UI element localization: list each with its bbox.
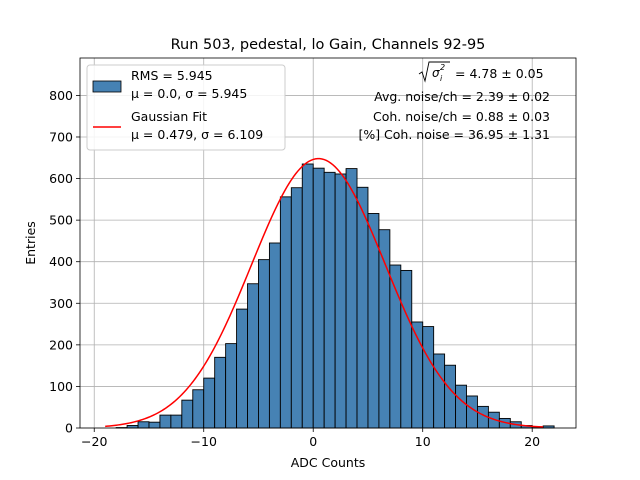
legend-box bbox=[86, 64, 286, 151]
histogram-bar bbox=[312, 167, 325, 429]
x-tick-label: 0 bbox=[309, 434, 317, 449]
svg-text:2: 2 bbox=[440, 63, 445, 72]
histogram-bar bbox=[433, 353, 446, 429]
y-tick-label: 400 bbox=[49, 254, 73, 269]
histogram-bar bbox=[301, 163, 314, 429]
histogram-bar bbox=[455, 384, 467, 429]
chart-title: Run 503, pedestal, lo Gain, Channels 92-… bbox=[171, 37, 486, 53]
x-tick-label: 20 bbox=[524, 434, 540, 449]
histogram-bar bbox=[214, 356, 227, 429]
coh-noise-percent-text: [%] Coh. noise = 36.95 ± 1.31 bbox=[358, 127, 550, 142]
y-tick-label: 600 bbox=[49, 171, 73, 186]
histogram-bar bbox=[422, 326, 435, 429]
histogram-bar bbox=[203, 377, 216, 429]
sqrt-sigma-symbol: σ 2 i bbox=[418, 61, 450, 83]
histogram-bar bbox=[356, 186, 369, 429]
histogram-bar bbox=[258, 259, 270, 429]
legend: RMS = 5.945 μ = 0.0, σ = 5.945 Gaussian … bbox=[86, 64, 286, 151]
x-axis-ticks: −20 −10 0 10 20 bbox=[81, 428, 540, 449]
histogram-bar bbox=[137, 421, 150, 429]
y-tick-label: 800 bbox=[49, 88, 73, 103]
svg-text:σ: σ bbox=[432, 66, 440, 80]
axes-frame bbox=[79, 57, 577, 429]
svg-text:i: i bbox=[440, 74, 443, 83]
histogram-bar bbox=[170, 414, 183, 429]
histogram-bar bbox=[345, 168, 358, 429]
legend-rms-label: RMS = 5.945 bbox=[131, 68, 213, 83]
avg-noise-text: Avg. noise/ch = 2.39 ± 0.02 bbox=[374, 89, 550, 104]
y-axis-ticks: 0 100 200 300 400 500 600 700 800 bbox=[49, 88, 80, 436]
gaussian-fit-curve bbox=[105, 157, 544, 428]
histogram-bar bbox=[192, 389, 205, 429]
y-tick-label: 500 bbox=[49, 213, 73, 228]
histogram-bar bbox=[148, 421, 161, 429]
y-tick-label: 100 bbox=[49, 379, 73, 394]
histogram-bar bbox=[279, 196, 292, 429]
x-tick-label: −20 bbox=[81, 434, 107, 449]
x-tick-label: −10 bbox=[191, 434, 217, 449]
y-tick-label: 200 bbox=[49, 337, 73, 352]
x-tick-label: 10 bbox=[415, 434, 431, 449]
histogram-bar bbox=[444, 364, 457, 429]
x-axis-label: ADC Counts bbox=[291, 455, 366, 470]
legend-bar-swatch bbox=[92, 80, 122, 93]
histogram-bar bbox=[378, 229, 391, 429]
noise-annotations: σ 2 i = 4.78 ± 0.05 Avg. noise/ch = 2.39… bbox=[358, 61, 550, 142]
histogram-bar bbox=[236, 308, 248, 429]
legend-fit-stats: μ = 0.479, σ = 6.109 bbox=[131, 127, 263, 142]
histogram-bars bbox=[115, 163, 555, 429]
histogram-bar bbox=[323, 171, 336, 429]
histogram-bar bbox=[268, 242, 281, 429]
y-tick-label: 300 bbox=[49, 296, 73, 311]
y-axis-label: Entries bbox=[23, 221, 38, 265]
histogram-bar bbox=[181, 399, 194, 429]
histogram-bar bbox=[290, 187, 303, 429]
histogram-bar bbox=[334, 173, 347, 429]
y-tick-label: 0 bbox=[65, 421, 73, 436]
histogram-bar bbox=[466, 395, 478, 429]
histogram-bar bbox=[225, 343, 238, 429]
coh-noise-text: Coh. noise/ch = 0.88 ± 0.03 bbox=[373, 109, 550, 124]
legend-fit-label: Gaussian Fit bbox=[131, 109, 207, 124]
histogram-bar bbox=[159, 414, 172, 429]
histogram-bar bbox=[247, 283, 259, 429]
legend-hist-stats: μ = 0.0, σ = 5.945 bbox=[131, 86, 247, 101]
y-tick-label: 700 bbox=[49, 129, 73, 144]
histogram-bar bbox=[400, 269, 413, 429]
sigma-value: = 4.78 ± 0.05 bbox=[455, 66, 544, 81]
